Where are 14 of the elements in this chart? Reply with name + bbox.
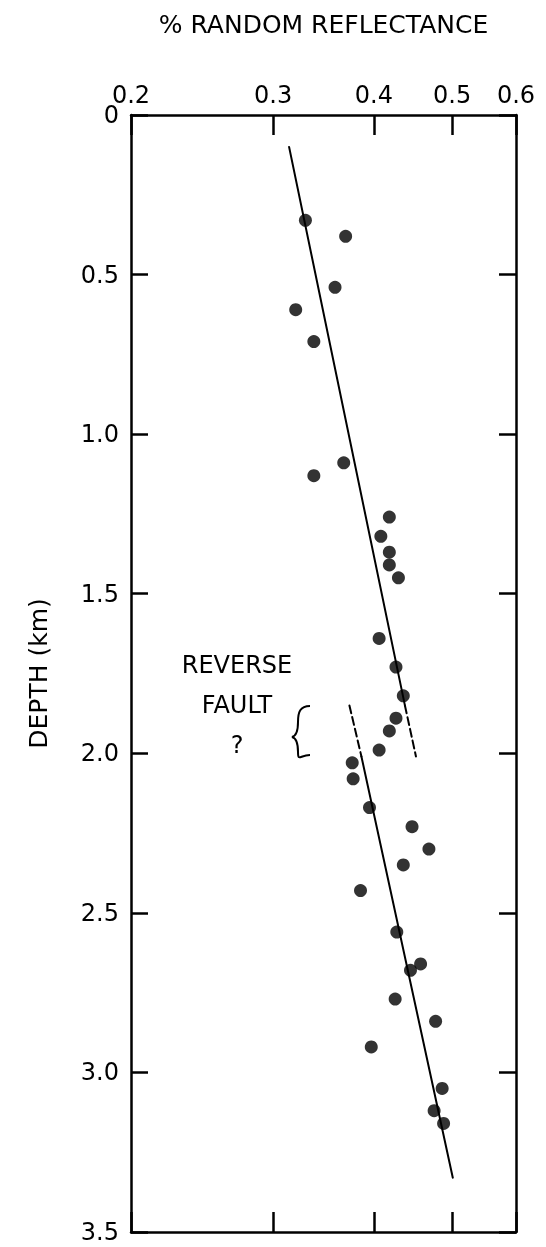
y-tick-label: 0.5 xyxy=(80,260,119,289)
y-tick-label: 3.0 xyxy=(80,1058,119,1087)
x-tick-label: 0.3 xyxy=(254,81,293,109)
y-tick-label: 2.0 xyxy=(80,739,119,768)
y-tick-label: 1.0 xyxy=(80,420,119,449)
y-tick-label: 1.5 xyxy=(80,579,119,608)
x-tick-label: 0.4 xyxy=(354,81,393,109)
y-tick-label: 3.5 xyxy=(80,1218,119,1246)
x-tick-label: 0.5 xyxy=(433,81,472,109)
x-axis-title: % RANDOM REFLECTANCE xyxy=(158,10,489,39)
annotation: REVERSE FAULT ? xyxy=(181,651,293,759)
y-tick-label: 2.5 xyxy=(80,898,119,927)
y-axis-title: DEPTH (km) xyxy=(24,598,53,749)
x-tick-label: 0.6 xyxy=(496,81,536,109)
